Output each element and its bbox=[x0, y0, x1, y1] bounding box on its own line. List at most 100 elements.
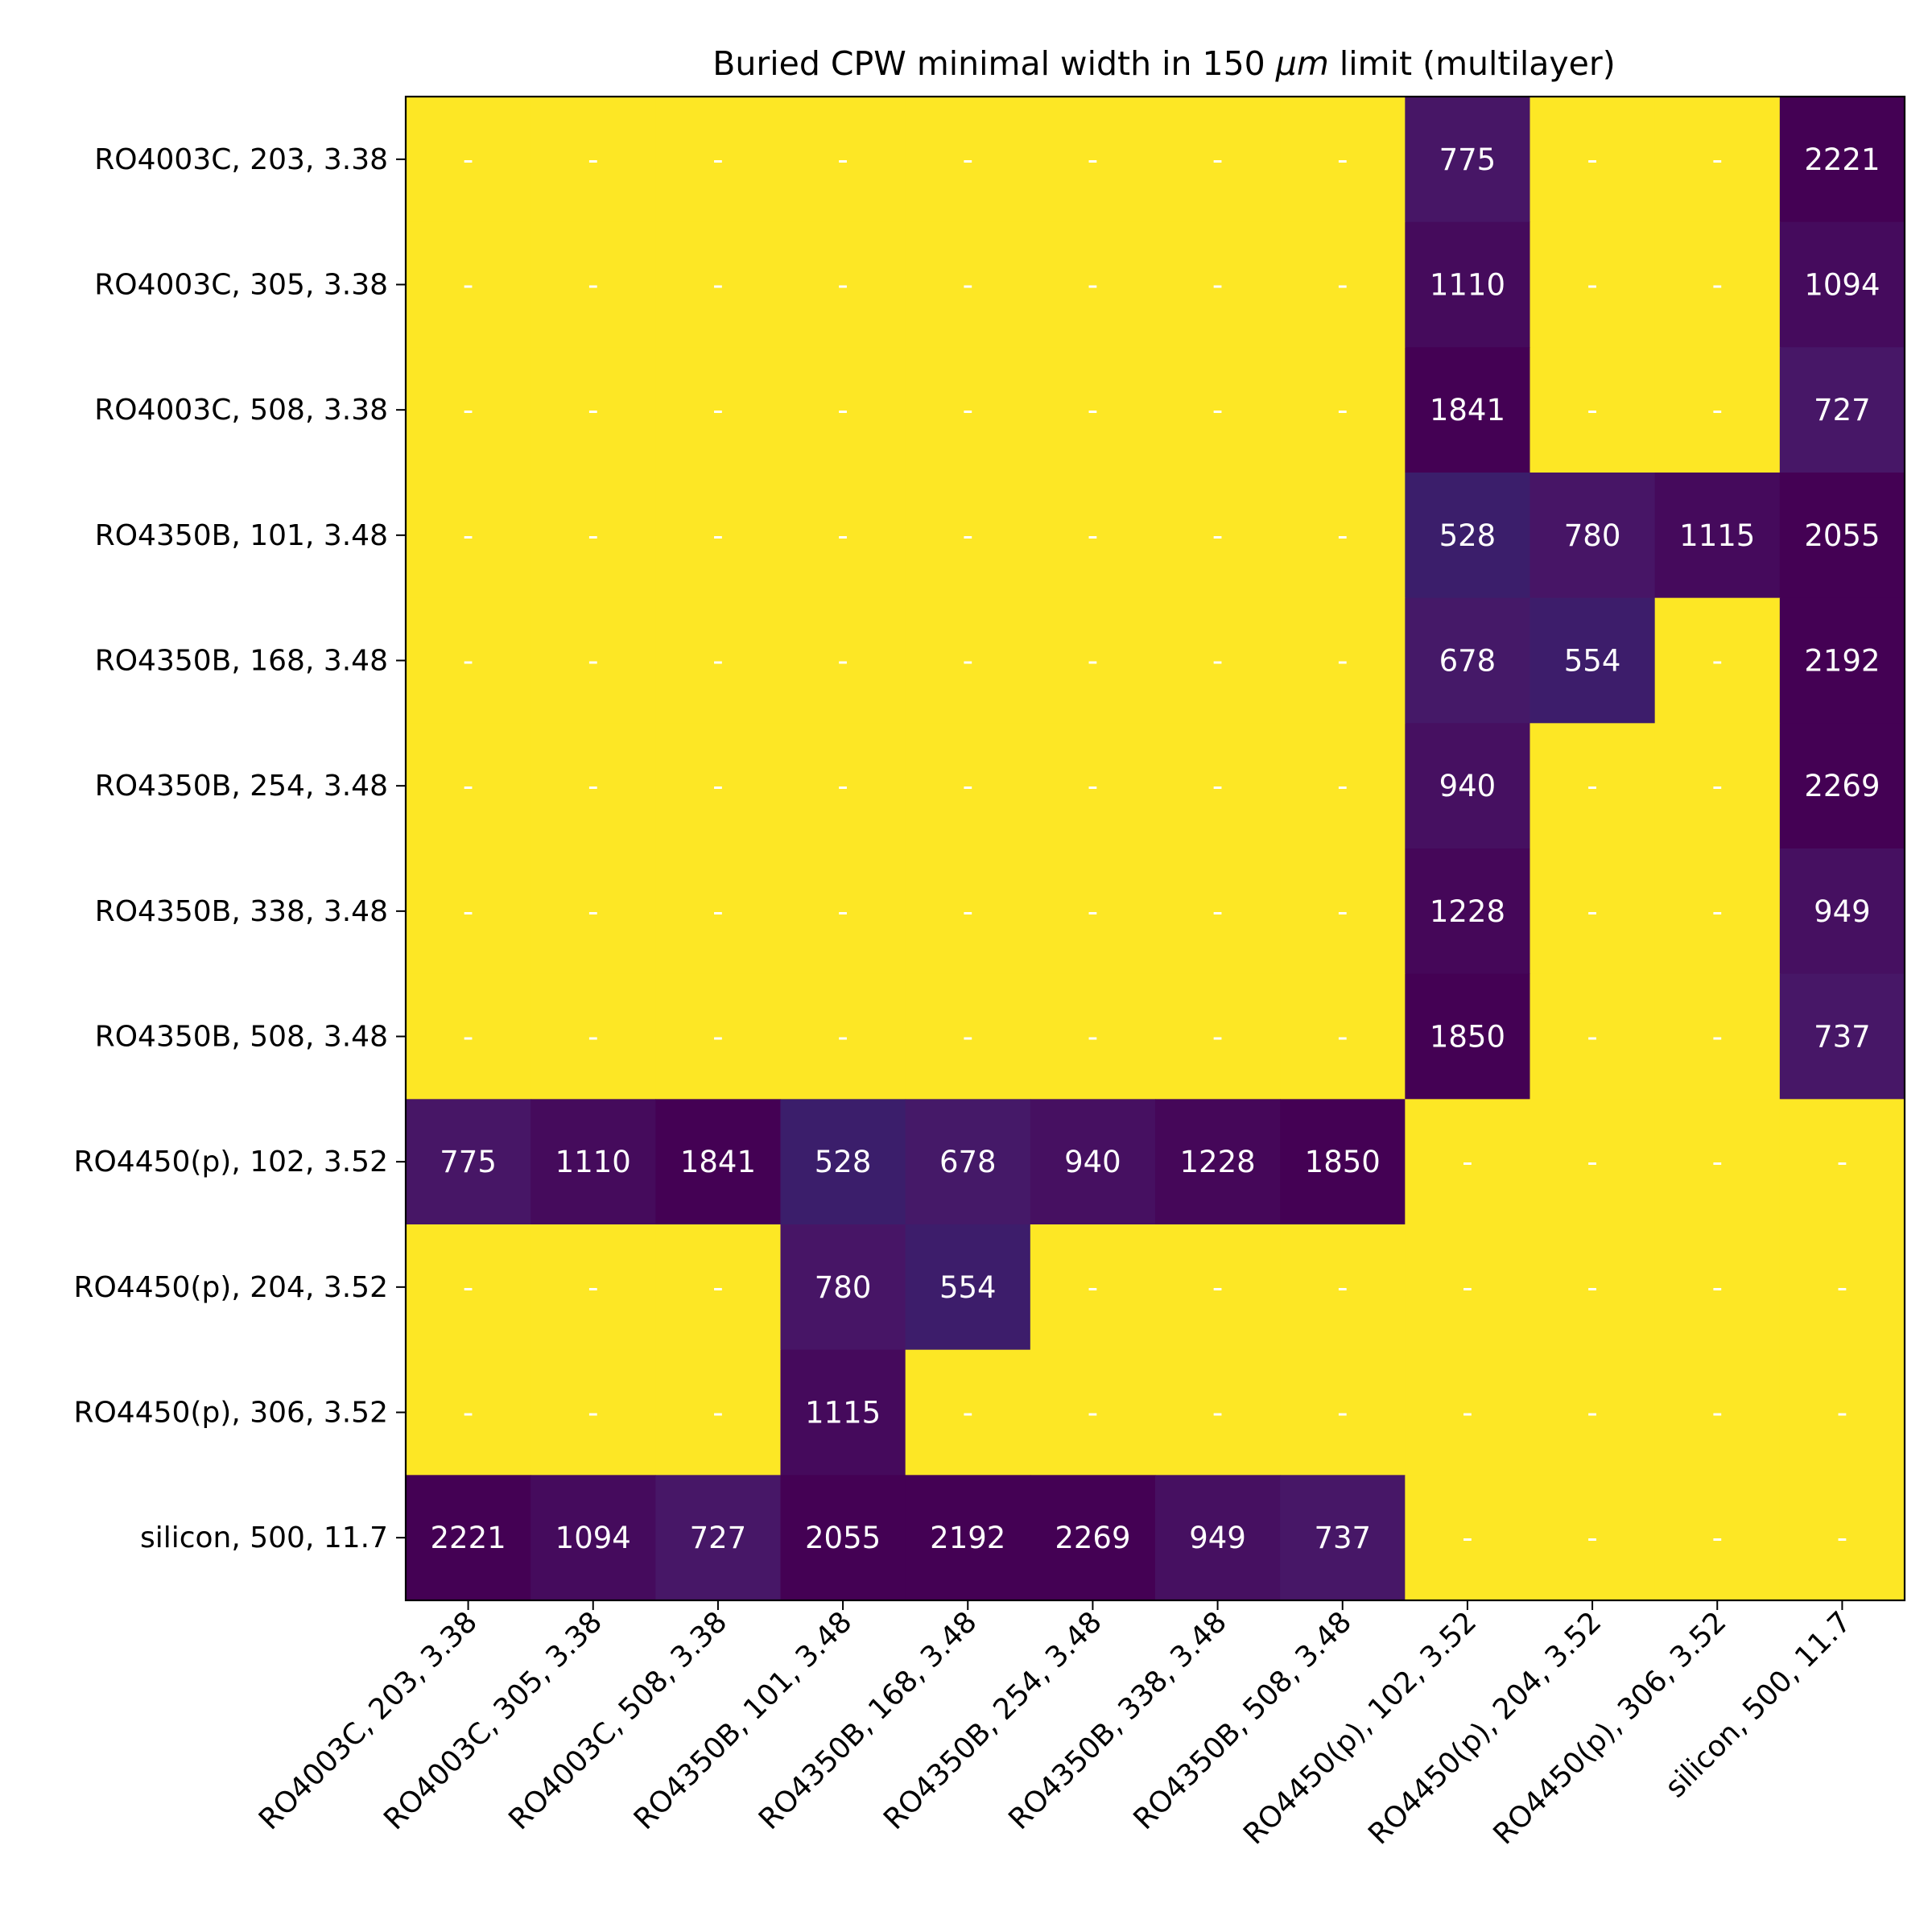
heatmap-cell bbox=[1530, 597, 1656, 724]
cell-value-label: - bbox=[1587, 142, 1597, 177]
cell-value-label: - bbox=[1337, 142, 1348, 177]
cell-value-label: - bbox=[1088, 1270, 1098, 1305]
heatmap-cell bbox=[1030, 347, 1156, 473]
heatmap-cell bbox=[780, 973, 906, 1100]
heatmap-cell bbox=[1654, 221, 1781, 348]
heatmap-cell bbox=[655, 1224, 782, 1351]
heatmap-cell bbox=[1030, 221, 1156, 348]
heatmap-cell bbox=[1155, 347, 1281, 473]
cell-value-label: 2192 bbox=[1804, 644, 1880, 679]
heatmap-cell bbox=[1030, 848, 1156, 975]
cell-value-label: 528 bbox=[1439, 518, 1496, 553]
heatmap-cell bbox=[1779, 347, 1905, 473]
y-tick-label: RO4350B, 508, 3.48 bbox=[95, 1021, 388, 1054]
heatmap-cell bbox=[1779, 1349, 1905, 1476]
cell-value-label: 2269 bbox=[1055, 1521, 1130, 1555]
heatmap-cell bbox=[1030, 723, 1156, 849]
heatmap-cell bbox=[655, 597, 782, 724]
heatmap-cell bbox=[655, 848, 782, 975]
cell-value-label: - bbox=[463, 894, 473, 929]
cell-value-label: - bbox=[837, 393, 848, 427]
cell-value-label: - bbox=[1337, 644, 1348, 679]
heatmap-cell bbox=[530, 848, 656, 975]
cell-value-label: 1110 bbox=[555, 1145, 631, 1179]
cell-value-label: - bbox=[963, 142, 973, 177]
heatmap-cell bbox=[1530, 473, 1656, 599]
heatmap-cell bbox=[1779, 723, 1905, 849]
heatmap-cell bbox=[905, 723, 1031, 849]
cell-value-label: - bbox=[1088, 268, 1098, 303]
cell-value-label: - bbox=[1712, 644, 1723, 679]
cell-value-label: - bbox=[837, 142, 848, 177]
cell-value-label: 2221 bbox=[430, 1521, 506, 1555]
heatmap-cell bbox=[1779, 97, 1905, 223]
heatmap-cell bbox=[406, 848, 531, 975]
heatmap-cell bbox=[1155, 221, 1281, 348]
heatmap-cell bbox=[655, 97, 782, 223]
cell-value-label: - bbox=[1587, 1145, 1597, 1179]
heatmap-cell bbox=[1280, 347, 1406, 473]
heatmap-cell bbox=[1155, 97, 1281, 223]
chart-title-part-3: limit (multilayer) bbox=[1329, 44, 1616, 83]
cell-value-label: - bbox=[1712, 1396, 1723, 1430]
cell-value-label: 554 bbox=[939, 1270, 997, 1305]
heatmap-cell bbox=[1405, 1349, 1531, 1476]
cell-value-label: - bbox=[712, 393, 723, 427]
heatmap-cell bbox=[406, 1475, 531, 1601]
heatmap-cell bbox=[1155, 848, 1281, 975]
cell-value-label: - bbox=[1212, 769, 1223, 803]
heatmap-cell bbox=[655, 347, 782, 473]
cell-value-label: - bbox=[712, 1020, 723, 1055]
heatmap-cell bbox=[1030, 1349, 1156, 1476]
heatmap-cell bbox=[780, 347, 906, 473]
cell-value-label: - bbox=[1212, 393, 1223, 427]
heatmap-cell bbox=[530, 597, 656, 724]
heatmap-cell bbox=[1654, 1224, 1781, 1351]
heatmap-cell bbox=[1654, 1099, 1781, 1225]
heatmap-cell bbox=[1654, 723, 1781, 849]
heatmap-cell bbox=[905, 1475, 1031, 1601]
heatmap-cell bbox=[1280, 1349, 1406, 1476]
cell-value-label: - bbox=[1587, 1270, 1597, 1305]
cell-value-label: - bbox=[1088, 1020, 1098, 1055]
heatmap-cell bbox=[530, 97, 656, 223]
heatmap-cell bbox=[1654, 1349, 1781, 1476]
heatmap-cell bbox=[1280, 221, 1406, 348]
cell-value-label: 528 bbox=[815, 1145, 872, 1179]
heatmap-cell bbox=[406, 97, 531, 223]
cell-value-label: - bbox=[712, 769, 723, 803]
cell-value-label: - bbox=[1462, 1145, 1472, 1179]
cell-value-label: - bbox=[1212, 644, 1223, 679]
heatmap-cell bbox=[1405, 1475, 1531, 1601]
cell-value-label: - bbox=[463, 1396, 473, 1430]
cell-value-label: - bbox=[588, 518, 598, 553]
cell-value-label: - bbox=[712, 142, 723, 177]
heatmap-cell bbox=[1530, 1475, 1656, 1601]
cell-value-label: 2221 bbox=[1804, 142, 1880, 177]
cell-value-label: - bbox=[1337, 518, 1348, 553]
heatmap-cell bbox=[1779, 473, 1905, 599]
heatmap-cell bbox=[1280, 1099, 1406, 1225]
cell-value-label: - bbox=[1712, 393, 1723, 427]
heatmap-cell bbox=[1030, 97, 1156, 223]
cell-value-label: - bbox=[1587, 1521, 1597, 1555]
heatmap-cell bbox=[1030, 597, 1156, 724]
heatmap-cell bbox=[1280, 473, 1406, 599]
heatmap-cell bbox=[905, 1349, 1031, 1476]
heatmap-cell bbox=[1405, 973, 1531, 1100]
y-axis: RO4003C, 203, 3.38 RO4003C, 305, 3.38 RO40… bbox=[73, 143, 406, 1554]
heatmap-cell bbox=[1654, 973, 1781, 1100]
heatmap-cell bbox=[1155, 1099, 1281, 1225]
cell-value-label: - bbox=[1712, 1020, 1723, 1055]
heatmap-cell bbox=[1405, 848, 1531, 975]
cell-value-label: - bbox=[1587, 393, 1597, 427]
y-tick-label: RO4350B, 101, 3.48 bbox=[95, 519, 388, 552]
cell-value-label: - bbox=[1088, 1396, 1098, 1430]
cell-value-label: - bbox=[1212, 1020, 1223, 1055]
cell-value-label: - bbox=[1462, 1521, 1472, 1555]
cell-value-label: - bbox=[1587, 1396, 1597, 1430]
heatmap-cell bbox=[1530, 221, 1656, 348]
cell-value-label: - bbox=[1712, 142, 1723, 177]
heatmap-cell bbox=[780, 597, 906, 724]
